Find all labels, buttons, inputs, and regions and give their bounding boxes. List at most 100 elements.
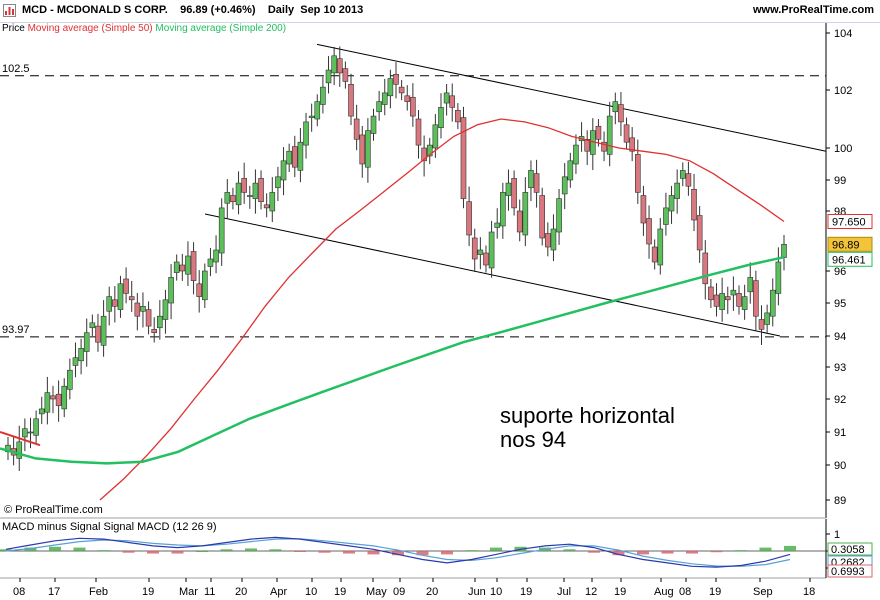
x-tick-label: 11 bbox=[204, 586, 215, 598]
x-tick-label: 19 bbox=[142, 586, 154, 598]
macd-histogram-bar bbox=[490, 547, 502, 551]
candle-body bbox=[421, 147, 427, 162]
macd-histogram-bar bbox=[686, 551, 698, 554]
candle-body bbox=[370, 115, 377, 134]
candle-body bbox=[376, 101, 382, 113]
x-tick-label: 10 bbox=[305, 586, 317, 598]
macd-histogram-bar bbox=[294, 551, 306, 552]
candle-body bbox=[202, 270, 208, 301]
x-tick-label: Apr bbox=[270, 586, 287, 598]
candle-body bbox=[83, 332, 90, 352]
candle-body bbox=[449, 95, 456, 108]
price-badge bbox=[827, 214, 873, 229]
candle-body bbox=[157, 315, 163, 329]
candle-body bbox=[55, 393, 62, 406]
candle-body bbox=[38, 408, 45, 415]
macd-histogram-bar bbox=[612, 551, 625, 556]
candle-body bbox=[781, 244, 787, 258]
candle-body bbox=[724, 296, 731, 301]
candle-body bbox=[460, 117, 467, 199]
candle-body bbox=[50, 395, 56, 400]
candle-body bbox=[606, 115, 613, 155]
candle-body bbox=[758, 319, 765, 330]
x-tick-label: Sep bbox=[753, 586, 773, 598]
x-tick-label: May bbox=[366, 586, 387, 598]
candle-body bbox=[679, 170, 686, 179]
x-tick-label: 20 bbox=[426, 586, 438, 598]
candle-body bbox=[308, 115, 315, 118]
price-tick-label: 96 bbox=[834, 266, 846, 278]
candle-body bbox=[196, 283, 202, 297]
price-badge-label: 97.650 bbox=[832, 217, 866, 229]
price-tick-label: 100 bbox=[834, 143, 852, 155]
x-tick-label: 17 bbox=[48, 586, 60, 598]
candle-body bbox=[27, 431, 34, 434]
candle-body bbox=[410, 96, 416, 117]
macd-histogram-bar bbox=[588, 551, 600, 553]
candle-body bbox=[123, 278, 129, 294]
macd-histogram-bar bbox=[465, 550, 478, 552]
candle-body bbox=[556, 198, 562, 233]
candle-body bbox=[438, 107, 444, 129]
candle-body bbox=[663, 207, 669, 225]
candle-body bbox=[44, 392, 51, 413]
macd-histogram-bar bbox=[220, 549, 233, 551]
x-tick-label: 19 bbox=[709, 586, 721, 598]
macd-title: MACD minus Signal Signal MACD (12 26 9) bbox=[2, 521, 217, 533]
macd-histogram-bar bbox=[147, 551, 159, 554]
candle-body bbox=[258, 178, 264, 202]
macd-histogram-bar bbox=[24, 547, 37, 551]
macd-histogram-bar bbox=[343, 551, 355, 554]
candle-body bbox=[713, 294, 720, 307]
x-tick-label: Feb bbox=[89, 586, 108, 598]
x-tick-label: 20 bbox=[235, 586, 247, 598]
candle-body bbox=[753, 280, 759, 317]
candle-body bbox=[494, 222, 501, 228]
candle-body bbox=[393, 74, 399, 85]
candle-body bbox=[230, 195, 236, 202]
x-tick-label: 10 bbox=[490, 586, 502, 598]
candle-body bbox=[488, 231, 495, 269]
candle-body bbox=[190, 251, 197, 281]
price-tick-label: 93 bbox=[834, 362, 846, 374]
candle-body bbox=[522, 192, 529, 236]
candle-body bbox=[140, 305, 146, 312]
macd-histogram-bar bbox=[392, 551, 404, 556]
candle-body bbox=[286, 150, 292, 165]
candle-body bbox=[775, 261, 782, 294]
candle-body bbox=[629, 137, 635, 152]
candle-body bbox=[320, 86, 326, 105]
legend-ma200: Moving average (Simple 200) bbox=[155, 23, 287, 34]
price-tick-label: 90 bbox=[834, 460, 846, 472]
candle-body bbox=[16, 441, 23, 459]
macd-histogram-bar bbox=[563, 549, 576, 551]
candle-body bbox=[466, 201, 472, 236]
candle-body bbox=[769, 289, 776, 317]
candle-body bbox=[336, 58, 343, 74]
price-tick-label: 94 bbox=[834, 331, 846, 343]
price-tick-label: 102 bbox=[834, 85, 852, 97]
candle-body bbox=[640, 195, 647, 224]
candle-body bbox=[185, 255, 191, 275]
candle-body bbox=[348, 84, 354, 117]
candle-body bbox=[387, 78, 394, 97]
x-tick-label: 18 bbox=[803, 586, 815, 598]
level-label: 93.97 bbox=[2, 324, 30, 336]
price-badge bbox=[827, 236, 873, 252]
candle-body bbox=[511, 178, 517, 209]
macd-histogram-bar bbox=[269, 549, 282, 551]
candle-body bbox=[455, 110, 461, 123]
macd-badge bbox=[827, 542, 873, 556]
candle-body bbox=[545, 233, 551, 248]
site-label: www.ProRealTime.com bbox=[752, 4, 874, 16]
price-tick-label: 104 bbox=[834, 28, 852, 40]
candle-body bbox=[764, 312, 770, 325]
candle-body bbox=[477, 249, 484, 255]
candle-body bbox=[696, 215, 703, 251]
x-tick-label: Aug bbox=[654, 586, 674, 598]
x-tick-label: 19 bbox=[520, 586, 532, 598]
candle-body bbox=[22, 428, 28, 438]
candle-body bbox=[145, 309, 152, 327]
